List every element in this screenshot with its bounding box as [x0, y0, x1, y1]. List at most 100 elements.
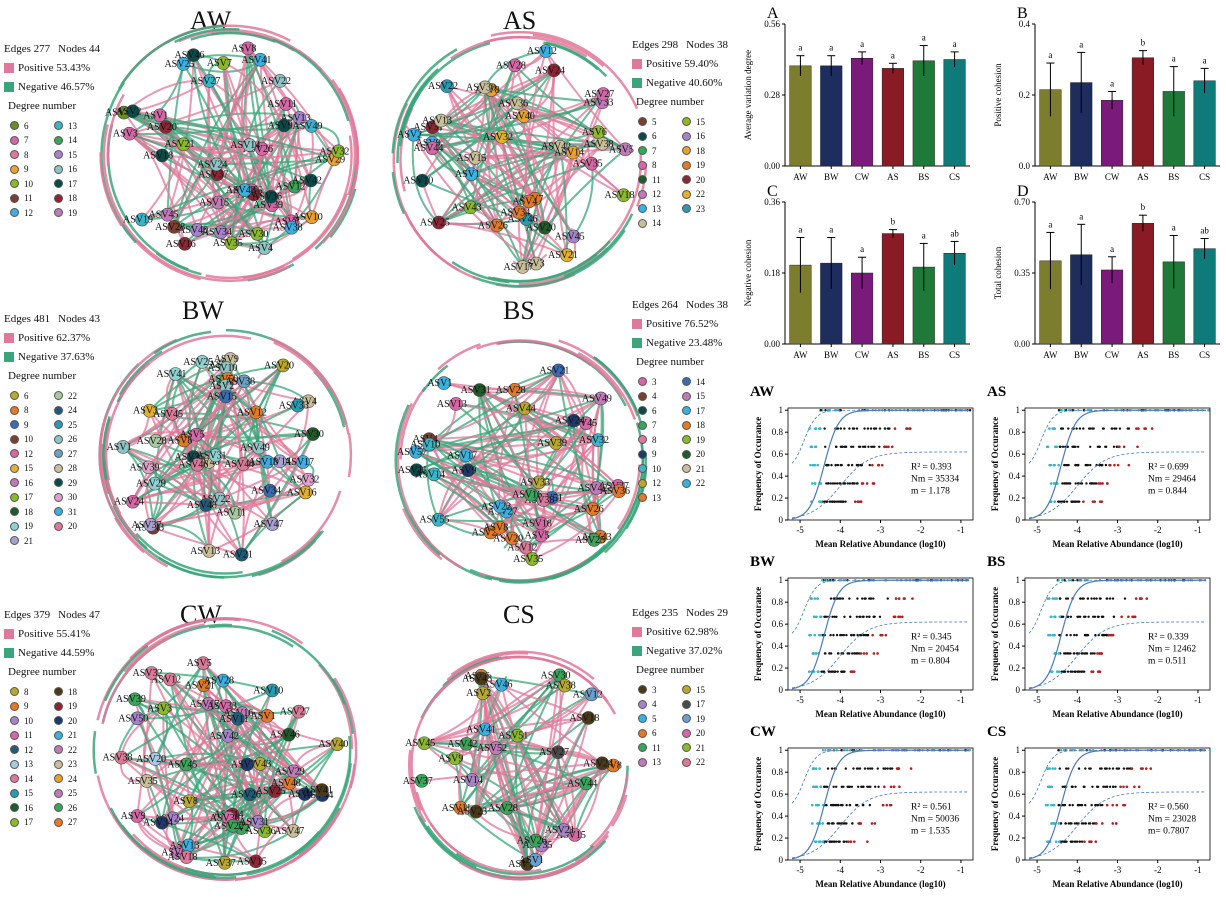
data-point	[1111, 803, 1114, 807]
data-point	[808, 427, 811, 430]
degree-value: 9	[24, 419, 29, 430]
node-label: ASV24	[114, 497, 144, 508]
data-point	[1057, 670, 1061, 673]
network-edge	[465, 674, 560, 745]
significance-letter: a	[829, 225, 833, 235]
significance-letter: a	[1079, 211, 1083, 221]
network-node: ASV31	[239, 815, 269, 829]
y-tick-label: 0.4	[1009, 471, 1021, 481]
data-point	[834, 463, 837, 467]
network-edge	[563, 213, 634, 278]
network-edge	[545, 41, 608, 78]
node-label: ASV44	[105, 108, 135, 119]
y-axis-label: Positive cohesion	[993, 63, 1003, 127]
degree-dot	[638, 377, 647, 387]
data-point	[848, 427, 851, 430]
data-point	[1069, 633, 1072, 637]
data-point	[836, 463, 840, 467]
node-label: ASV35	[174, 452, 204, 463]
network-edge	[446, 85, 536, 200]
y-tick-label: 0.18	[764, 268, 780, 278]
node-label: ASV4	[292, 396, 317, 407]
node-label: ASV15	[237, 856, 267, 867]
network-edge	[154, 367, 228, 442]
network-node: ASV26	[231, 787, 261, 802]
model-statistic: m = 0.511	[1148, 657, 1187, 667]
data-point	[850, 785, 854, 788]
degree-dot	[682, 757, 691, 767]
model-statistic: R² = 0.345	[911, 633, 952, 643]
network-edge	[162, 150, 339, 160]
data-point	[872, 652, 876, 655]
network-node: ASV17	[447, 448, 477, 463]
data-point	[1087, 822, 1091, 825]
data-point	[1130, 767, 1134, 770]
degree-value: 13	[652, 203, 661, 214]
significance-letter: b	[1141, 38, 1146, 48]
data-point	[856, 597, 859, 600]
network-node: ASV29	[275, 764, 305, 779]
network-edge	[281, 490, 342, 563]
data-point	[870, 822, 874, 825]
data-point	[819, 500, 822, 503]
x-tick-label: -5	[796, 695, 804, 705]
node-label: ASV21	[223, 550, 253, 561]
network-node: ASV38	[546, 678, 576, 693]
degree-dot	[638, 699, 647, 709]
network-edge	[290, 125, 314, 229]
data-point	[855, 615, 859, 618]
data-point	[824, 445, 827, 448]
data-point	[835, 482, 839, 485]
network-node: ASV39	[130, 460, 160, 475]
significance-letter: b	[1141, 202, 1146, 212]
data-point	[820, 579, 824, 582]
x-tick-label: -2	[1154, 525, 1162, 535]
data-point	[830, 840, 833, 843]
degree-value: 31	[68, 506, 77, 517]
data-point	[1074, 840, 1078, 843]
data-point	[1074, 463, 1077, 467]
degree-item: 10	[10, 177, 54, 191]
network-edge	[538, 397, 602, 483]
x-axis-label: Mean Relative Abundance (log10)	[1052, 539, 1182, 549]
degree-dot	[10, 687, 19, 697]
degree-dot	[54, 803, 63, 813]
degree-item: 22	[682, 477, 726, 491]
x-tick-label: BW	[1074, 172, 1089, 182]
network-edge	[105, 479, 140, 541]
bar	[943, 59, 966, 167]
data-point	[1099, 803, 1102, 807]
data-point	[1076, 670, 1079, 673]
data-point	[813, 633, 817, 637]
data-point	[842, 482, 845, 485]
network-node: ASV41	[466, 722, 496, 737]
x-tick-label: AW	[793, 172, 808, 182]
data-point	[1127, 767, 1131, 770]
network-node: ASV11	[267, 97, 297, 111]
degree-value: 13	[652, 757, 661, 768]
node-label: ASV11	[398, 465, 428, 476]
node-label: ASV45	[167, 759, 197, 770]
data-point	[1073, 670, 1077, 673]
data-point	[846, 785, 849, 788]
degree-item: 25	[54, 787, 98, 801]
degree-value: 21	[24, 535, 33, 546]
degree-value: 6	[652, 405, 657, 416]
data-point	[1076, 463, 1080, 467]
degree-item: 13	[54, 119, 98, 133]
data-point	[849, 615, 852, 618]
network-node: ASV51	[498, 728, 528, 743]
node-label: ASV11	[267, 99, 297, 110]
network-node: ASV28	[488, 801, 518, 815]
network-node: ASV7	[231, 757, 256, 772]
data-point	[1090, 803, 1093, 807]
x-tick-label: -4	[1074, 525, 1082, 535]
network-node: ASV32	[132, 666, 163, 680]
data-point	[893, 427, 897, 430]
significance-letter: a	[829, 43, 833, 53]
data-point	[1100, 822, 1104, 825]
network-edge	[103, 644, 149, 702]
degree-dot	[54, 817, 63, 827]
degree-dot	[10, 536, 19, 546]
node-label: ASV34	[500, 207, 530, 218]
